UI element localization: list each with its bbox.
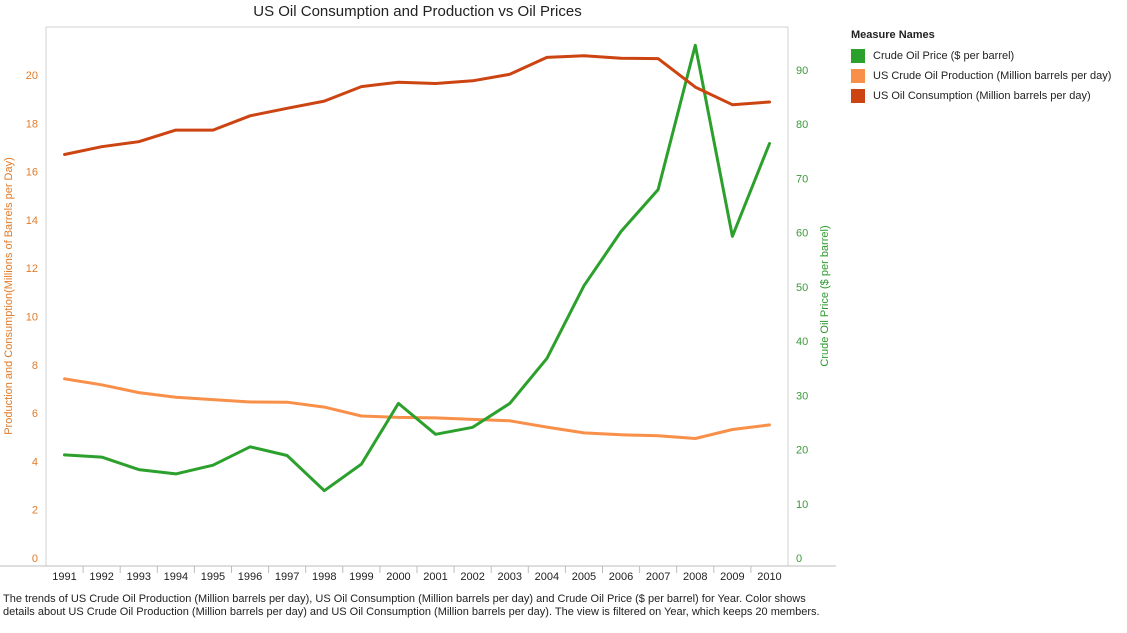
legend-swatch [851, 69, 865, 83]
x-tick-label: 2009 [720, 571, 744, 583]
left-axis-title: Production and Consumption(Millions of B… [3, 157, 15, 435]
left-tick-label: 16 [26, 167, 38, 179]
legend: Measure Names Crude Oil Price ($ per bar… [851, 29, 1111, 106]
us-production-line [63, 377, 771, 440]
left-tick-label: 12 [26, 263, 38, 275]
legend-item-us-production[interactable]: US Crude Oil Production (Million barrels… [851, 66, 1111, 86]
x-tick-label: 2000 [386, 571, 410, 583]
legend-title: Measure Names [851, 29, 935, 41]
legend-swatch [851, 49, 865, 63]
x-tick-label: 2006 [609, 571, 633, 583]
legend-swatch [851, 89, 865, 103]
left-tick-label: 4 [32, 456, 38, 468]
x-tick-label: 2005 [572, 571, 596, 583]
x-tick-label: 2007 [646, 571, 670, 583]
left-tick-label: 8 [32, 360, 38, 372]
x-tick-label: 1997 [275, 571, 299, 583]
legend-label: US Oil Consumption (Million barrels per … [873, 90, 1091, 102]
legend-label: US Crude Oil Production (Million barrels… [873, 70, 1112, 82]
right-tick-label: 40 [796, 336, 808, 348]
right-axis-title: Crude Oil Price ($ per barrel) [819, 225, 831, 366]
chart-caption: The trends of US Crude Oil Production (M… [3, 593, 820, 618]
crude-oil-price-line [63, 43, 771, 493]
x-tick-label: 1996 [238, 571, 262, 583]
right-tick-label: 20 [796, 445, 808, 457]
right-tick-label: 60 [796, 228, 808, 240]
left-tick-label: 14 [26, 215, 38, 227]
right-tick-label: 50 [796, 282, 808, 294]
x-tick-label: 1995 [201, 571, 225, 583]
left-tick-label: 18 [26, 118, 38, 130]
left-tick-label: 10 [26, 312, 38, 324]
x-tick-label: 1992 [89, 571, 113, 583]
x-tick-label: 2004 [535, 571, 559, 583]
x-tick-label: 2008 [683, 571, 707, 583]
x-tick-label: 1994 [164, 571, 188, 583]
x-tick-label: 2001 [423, 571, 447, 583]
right-tick-label: 30 [796, 390, 808, 402]
x-tick-label: 2002 [460, 571, 484, 583]
x-tick-label: 1998 [312, 571, 336, 583]
left-tick-label: 2 [32, 505, 38, 517]
right-tick-label: 80 [796, 119, 808, 131]
x-tick-label: 1999 [349, 571, 373, 583]
chart-svg: 0246810121416182001020304050607080901991… [0, 26, 836, 583]
left-tick-label: 0 [32, 553, 38, 565]
x-tick-label: 1991 [52, 571, 76, 583]
right-tick-label: 90 [796, 65, 808, 77]
chart-title: US Oil Consumption and Production vs Oil… [253, 3, 582, 20]
x-tick-label: 2003 [498, 571, 522, 583]
left-tick-label: 6 [32, 408, 38, 420]
legend-item-us-consumption[interactable]: US Oil Consumption (Million barrels per … [851, 86, 1111, 106]
x-tick-label: 1993 [127, 571, 151, 583]
right-tick-label: 0 [796, 553, 802, 565]
x-tick-label: 2010 [757, 571, 781, 583]
us-consumption-line [63, 54, 771, 156]
legend-label: Crude Oil Price ($ per barrel) [873, 50, 1015, 62]
right-tick-label: 70 [796, 173, 808, 185]
left-tick-label: 20 [26, 70, 38, 82]
legend-item-crude-oil-price[interactable]: Crude Oil Price ($ per barrel) [851, 46, 1111, 66]
right-tick-label: 10 [796, 499, 808, 511]
